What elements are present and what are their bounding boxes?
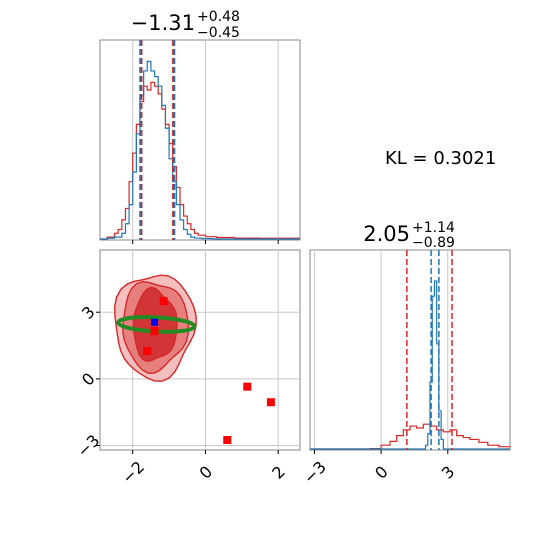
param1-lower-err: −0.45 bbox=[197, 25, 240, 41]
red-marker bbox=[143, 347, 152, 356]
hist-param2-blue-series bbox=[310, 280, 510, 450]
x-tick-label: 0 bbox=[195, 462, 216, 483]
param1-upper-err: +0.48 bbox=[197, 9, 240, 25]
x-tick-label: 0 bbox=[371, 462, 392, 483]
hist-param1-blue-series bbox=[100, 60, 300, 240]
red-marker bbox=[150, 327, 159, 336]
x-tick-label: −2 bbox=[118, 457, 148, 487]
param2-upper-err: +1.14 bbox=[412, 220, 455, 236]
x-tick-label: 3 bbox=[438, 462, 459, 483]
panel-hist-param1 bbox=[99, 39, 301, 244]
param2-lower-err: −0.89 bbox=[412, 235, 455, 251]
kl-annotation: KL = 0.3021 bbox=[385, 148, 496, 169]
panel-2d-scatter bbox=[99, 249, 301, 451]
panel-hist-param2 bbox=[309, 249, 511, 451]
y-tick-label: 0 bbox=[78, 369, 99, 390]
red-marker bbox=[223, 436, 232, 444]
y-tick-label: 3 bbox=[78, 302, 99, 323]
blue-marker bbox=[151, 318, 159, 326]
red-marker bbox=[266, 398, 275, 407]
x-tick-label: −3 bbox=[300, 457, 330, 487]
param1-title: −1.31 bbox=[131, 11, 195, 35]
x-tick-label: 2 bbox=[268, 462, 289, 483]
param2-title: 2.05 bbox=[363, 222, 410, 246]
red-marker bbox=[243, 382, 252, 391]
red-marker bbox=[159, 297, 168, 306]
y-tick-label: −3 bbox=[73, 431, 103, 461]
hist-param2-red-series bbox=[310, 423, 511, 450]
